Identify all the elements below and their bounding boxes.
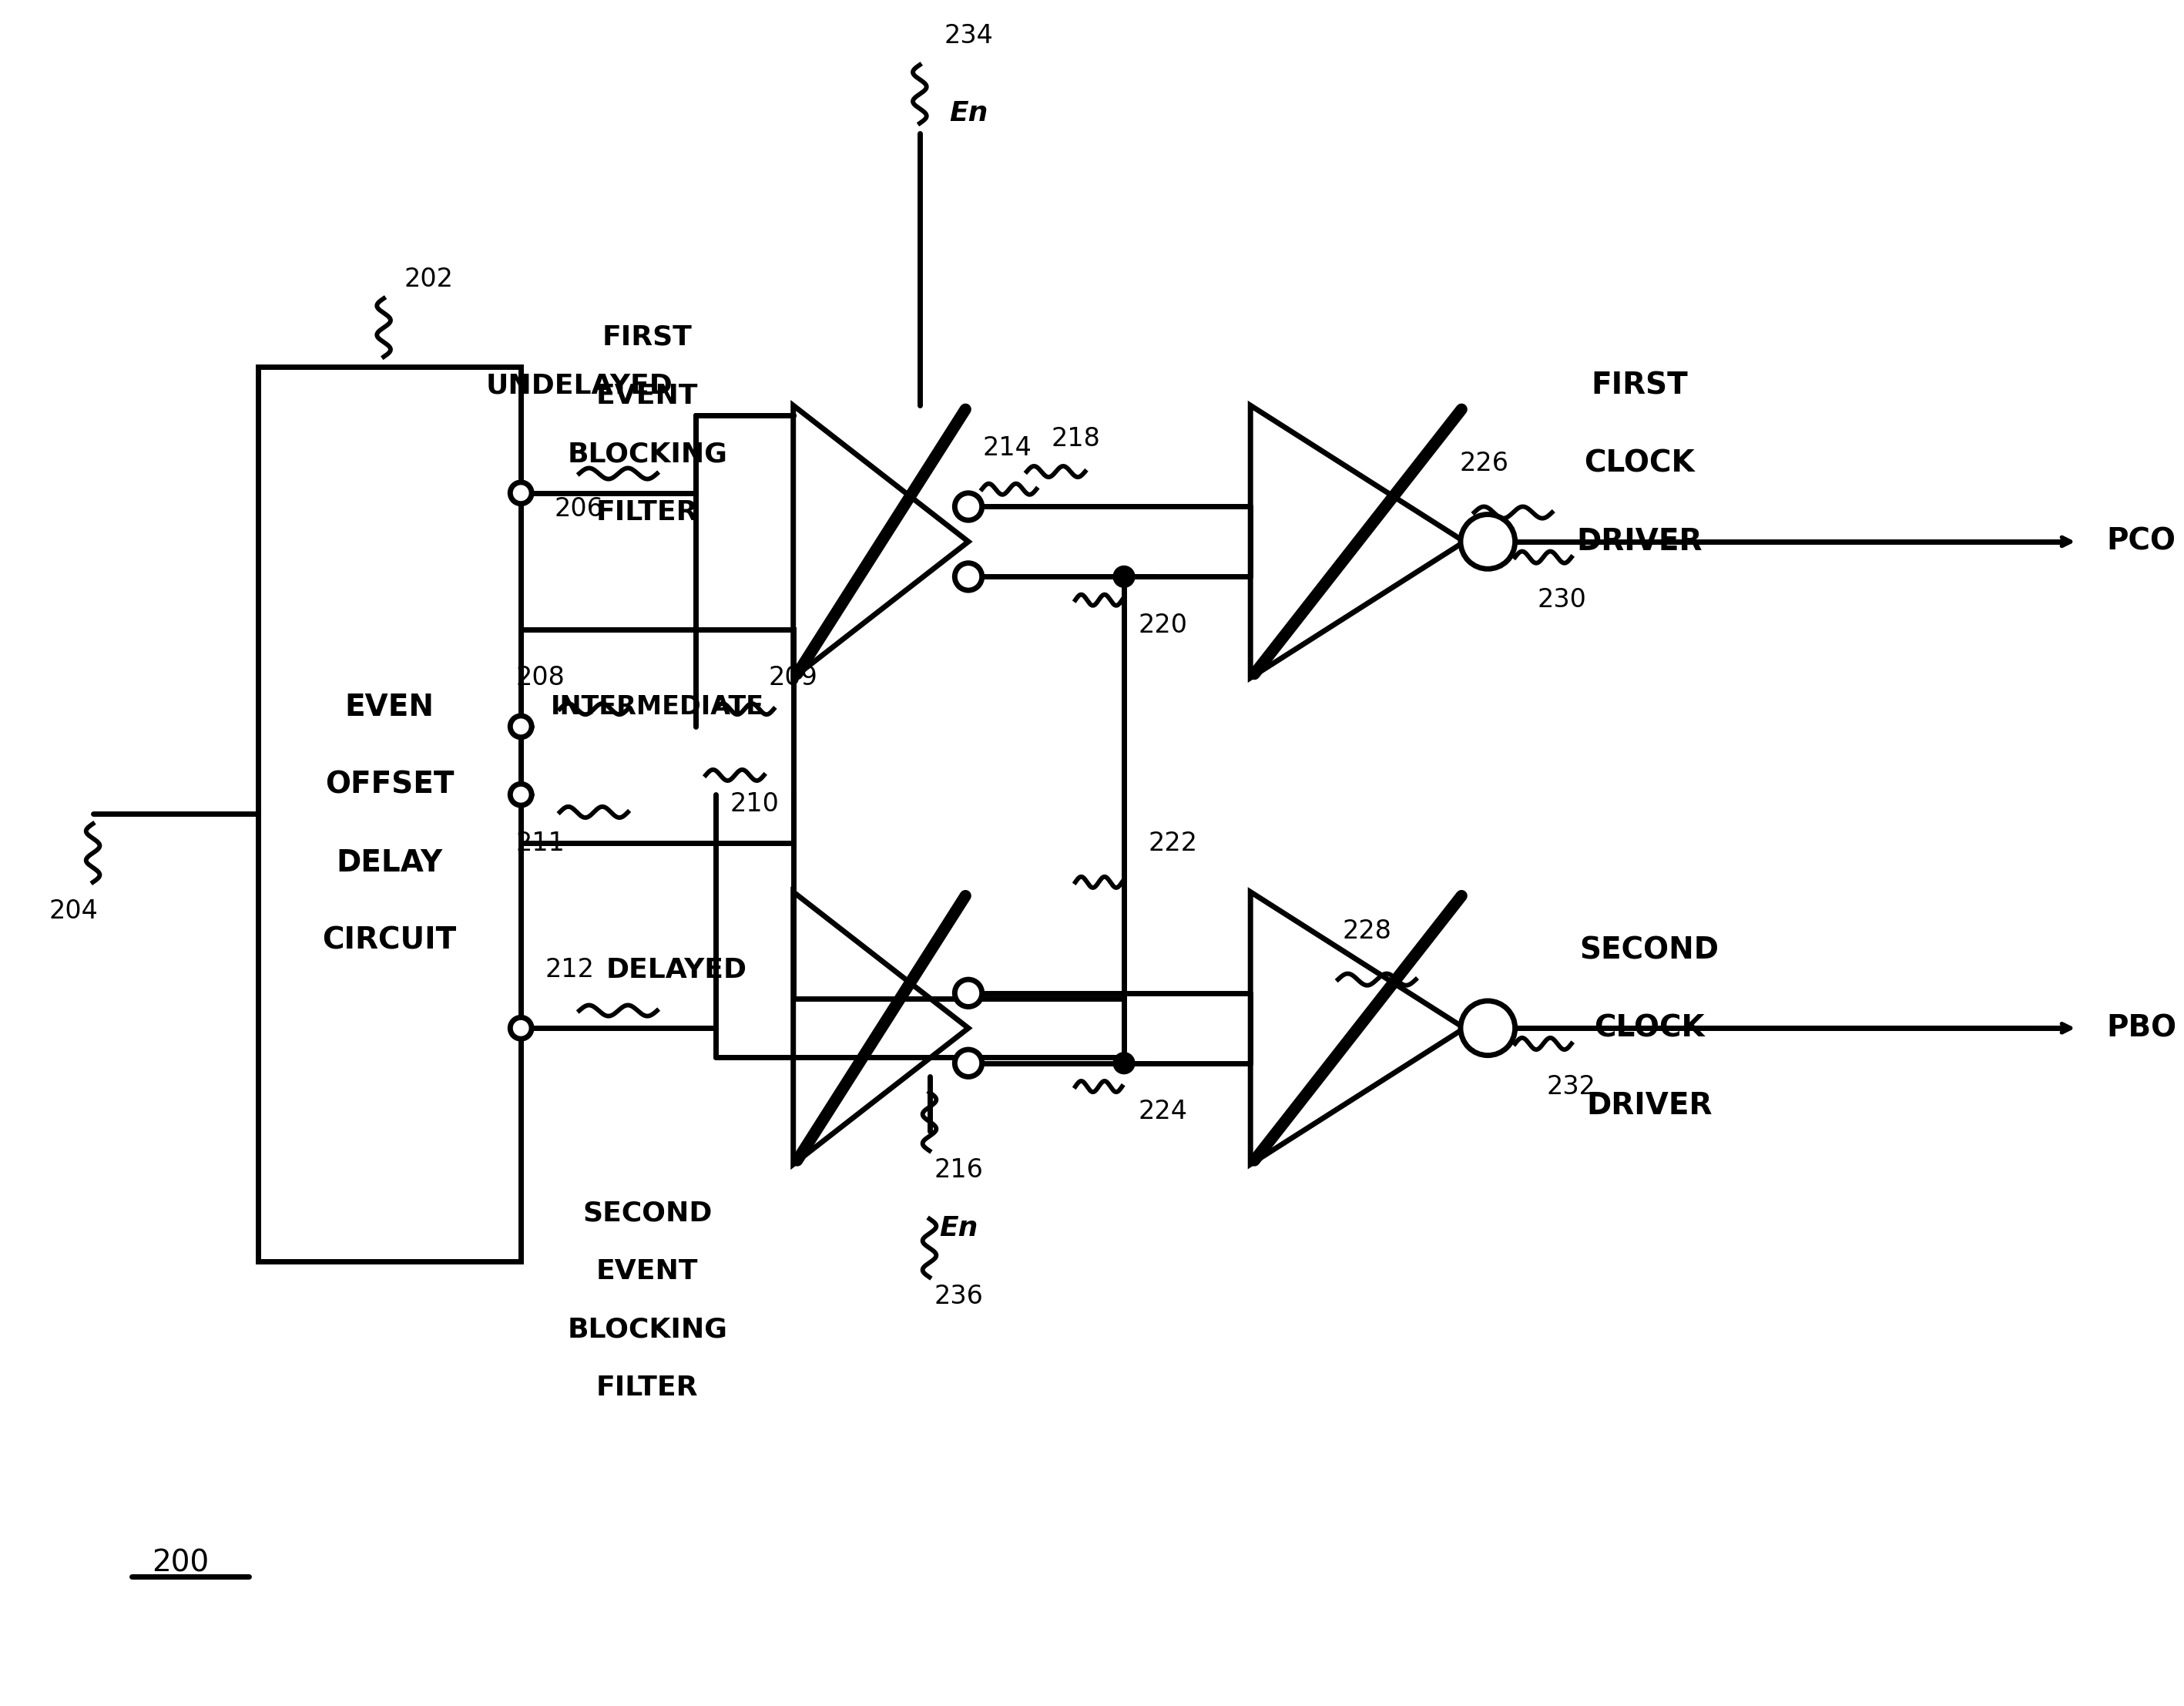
- Circle shape: [511, 717, 531, 737]
- Text: SECOND: SECOND: [1579, 935, 1719, 966]
- Circle shape: [1461, 515, 1516, 568]
- Circle shape: [954, 979, 983, 1007]
- Text: 206: 206: [555, 496, 603, 522]
- Text: 211: 211: [515, 831, 566, 856]
- Text: 210: 210: [729, 792, 780, 817]
- Circle shape: [511, 1017, 531, 1039]
- Circle shape: [954, 493, 983, 520]
- Text: 202: 202: [404, 266, 452, 292]
- Text: 200: 200: [153, 1549, 210, 1578]
- Circle shape: [954, 1049, 983, 1076]
- Text: 216: 216: [935, 1157, 983, 1182]
- Circle shape: [1114, 1053, 1136, 1073]
- Text: FILTER: FILTER: [596, 1375, 699, 1401]
- Circle shape: [1114, 566, 1136, 587]
- Text: En: En: [950, 101, 987, 126]
- Text: DELAYED: DELAYED: [605, 957, 747, 983]
- Text: 204: 204: [48, 899, 98, 925]
- Text: INTERMEDIATE: INTERMEDIATE: [550, 694, 764, 720]
- Text: CLOCK: CLOCK: [1583, 449, 1695, 478]
- Text: PCO: PCO: [2108, 527, 2175, 556]
- Text: FIRST: FIRST: [603, 324, 692, 350]
- Text: 212: 212: [544, 957, 594, 983]
- Text: 208: 208: [515, 665, 566, 691]
- Text: CLOCK: CLOCK: [1594, 1013, 1704, 1042]
- Text: BLOCKING: BLOCKING: [568, 440, 727, 467]
- Text: 236: 236: [935, 1285, 983, 1310]
- Text: 230: 230: [1538, 587, 1586, 612]
- Text: CIRCUIT: CIRCUIT: [323, 926, 456, 955]
- Bar: [522, 630, 793, 843]
- Text: EVENT: EVENT: [596, 1259, 699, 1285]
- Text: 234: 234: [943, 22, 994, 48]
- Text: EVEN: EVEN: [345, 693, 435, 722]
- Text: 209: 209: [769, 665, 817, 691]
- Circle shape: [954, 563, 983, 590]
- Bar: [258, 367, 522, 1262]
- Text: EVENT: EVENT: [596, 382, 699, 409]
- Text: OFFSET: OFFSET: [325, 769, 454, 800]
- Text: FIRST: FIRST: [1592, 372, 1688, 401]
- Text: 222: 222: [1149, 831, 1197, 856]
- Text: 220: 220: [1138, 612, 1188, 638]
- Text: En: En: [939, 1215, 978, 1242]
- Text: 232: 232: [1546, 1073, 1597, 1099]
- Text: 226: 226: [1459, 450, 1509, 476]
- Text: SECOND: SECOND: [583, 1199, 712, 1227]
- Text: FILTER: FILTER: [596, 500, 699, 525]
- Text: 228: 228: [1343, 918, 1391, 943]
- Text: DRIVER: DRIVER: [1586, 1092, 1712, 1121]
- Circle shape: [1461, 1001, 1516, 1056]
- Text: UNDELAYED: UNDELAYED: [485, 374, 673, 399]
- Text: DRIVER: DRIVER: [1577, 527, 1704, 556]
- Circle shape: [511, 483, 531, 503]
- Text: DELAY: DELAY: [336, 848, 443, 877]
- Text: BLOCKING: BLOCKING: [568, 1317, 727, 1343]
- Text: 214: 214: [983, 435, 1031, 461]
- Circle shape: [511, 785, 531, 805]
- Text: PBO: PBO: [2108, 1013, 2177, 1042]
- Text: 218: 218: [1051, 426, 1101, 450]
- Text: 224: 224: [1138, 1099, 1188, 1124]
